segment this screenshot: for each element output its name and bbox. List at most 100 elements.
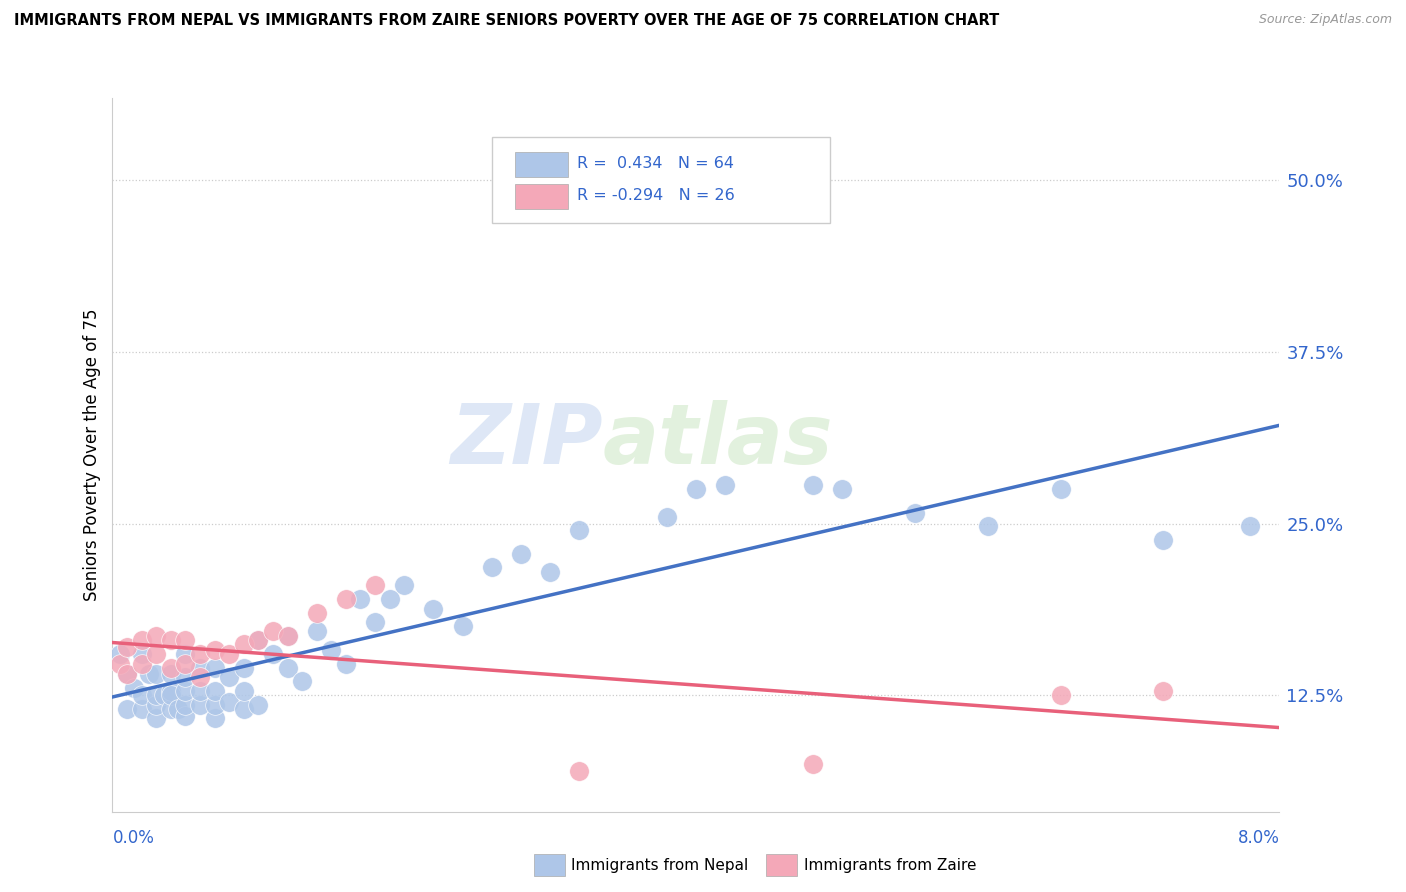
FancyBboxPatch shape	[515, 184, 568, 209]
Point	[108, 657, 131, 671]
Point	[218, 647, 240, 661]
Point	[160, 660, 183, 674]
Point	[451, 619, 474, 633]
Point	[115, 667, 138, 681]
Point	[115, 667, 138, 681]
Point	[174, 698, 197, 712]
Point	[131, 702, 153, 716]
Point	[160, 688, 183, 702]
Point	[714, 478, 737, 492]
Point	[232, 684, 254, 698]
Point	[145, 667, 167, 681]
Point	[160, 684, 183, 698]
Point	[131, 633, 153, 648]
Point	[131, 657, 153, 671]
Text: Immigrants from Zaire: Immigrants from Zaire	[804, 858, 977, 872]
FancyBboxPatch shape	[515, 152, 568, 177]
Point	[568, 764, 591, 778]
Point	[232, 637, 254, 651]
Point	[145, 711, 167, 725]
Point	[218, 695, 240, 709]
Point	[160, 702, 183, 716]
Point	[392, 578, 416, 592]
Point	[1049, 688, 1071, 702]
Point	[349, 592, 371, 607]
Point	[174, 657, 197, 671]
Point	[108, 647, 131, 661]
Point	[131, 647, 153, 661]
Point	[904, 506, 927, 520]
Point	[174, 684, 197, 698]
Point	[188, 647, 211, 661]
Point	[1049, 482, 1071, 496]
Point	[481, 560, 503, 574]
Point	[152, 688, 174, 702]
Point	[422, 601, 444, 615]
Point	[247, 698, 270, 712]
Point	[188, 660, 211, 674]
Point	[174, 670, 197, 684]
Point	[976, 519, 998, 533]
Point	[568, 524, 591, 538]
Point	[138, 667, 160, 681]
Point	[218, 670, 240, 684]
Point	[364, 615, 387, 630]
Point	[188, 684, 211, 698]
Point	[378, 592, 401, 607]
Point	[685, 482, 707, 496]
Point	[1152, 684, 1174, 698]
Text: Source: ZipAtlas.com: Source: ZipAtlas.com	[1258, 13, 1392, 27]
Point	[262, 647, 284, 661]
FancyBboxPatch shape	[492, 137, 830, 223]
Point	[262, 624, 284, 638]
Point	[174, 633, 197, 648]
Point	[204, 660, 226, 674]
Point	[1239, 519, 1261, 533]
Point	[204, 711, 226, 725]
Point	[801, 478, 824, 492]
Text: R =  0.434   N = 64: R = 0.434 N = 64	[576, 156, 734, 171]
Point	[831, 482, 853, 496]
Point	[160, 633, 183, 648]
Text: 8.0%: 8.0%	[1237, 829, 1279, 847]
Y-axis label: Seniors Poverty Over the Age of 75: Seniors Poverty Over the Age of 75	[83, 309, 101, 601]
Point	[174, 647, 197, 661]
Point	[124, 681, 146, 696]
Point	[167, 702, 190, 716]
Point	[145, 698, 167, 712]
Point	[232, 660, 254, 674]
Point	[145, 688, 167, 702]
Point	[305, 624, 328, 638]
Point	[291, 674, 314, 689]
Point	[509, 547, 531, 561]
Point	[145, 647, 167, 661]
Text: atlas: atlas	[603, 401, 834, 481]
Text: ZIP: ZIP	[450, 401, 603, 481]
Text: Immigrants from Nepal: Immigrants from Nepal	[571, 858, 748, 872]
Point	[335, 592, 357, 607]
Point	[321, 642, 343, 657]
Point	[174, 708, 197, 723]
Point	[115, 702, 138, 716]
Point	[204, 642, 226, 657]
Point	[801, 756, 824, 771]
Text: R = -0.294   N = 26: R = -0.294 N = 26	[576, 188, 735, 203]
Point	[145, 629, 167, 643]
Point	[276, 660, 298, 674]
Point	[538, 565, 561, 579]
Text: IMMIGRANTS FROM NEPAL VS IMMIGRANTS FROM ZAIRE SENIORS POVERTY OVER THE AGE OF 7: IMMIGRANTS FROM NEPAL VS IMMIGRANTS FROM…	[14, 13, 1000, 29]
Point	[364, 578, 387, 592]
Point	[204, 684, 226, 698]
Point	[655, 509, 678, 524]
Point	[247, 633, 270, 648]
Point	[276, 629, 298, 643]
Point	[276, 629, 298, 643]
Point	[115, 640, 138, 654]
Point	[204, 698, 226, 712]
Point	[160, 667, 183, 681]
Point	[305, 606, 328, 620]
Text: 0.0%: 0.0%	[112, 829, 155, 847]
Point	[131, 688, 153, 702]
Point	[188, 698, 211, 712]
Point	[247, 633, 270, 648]
